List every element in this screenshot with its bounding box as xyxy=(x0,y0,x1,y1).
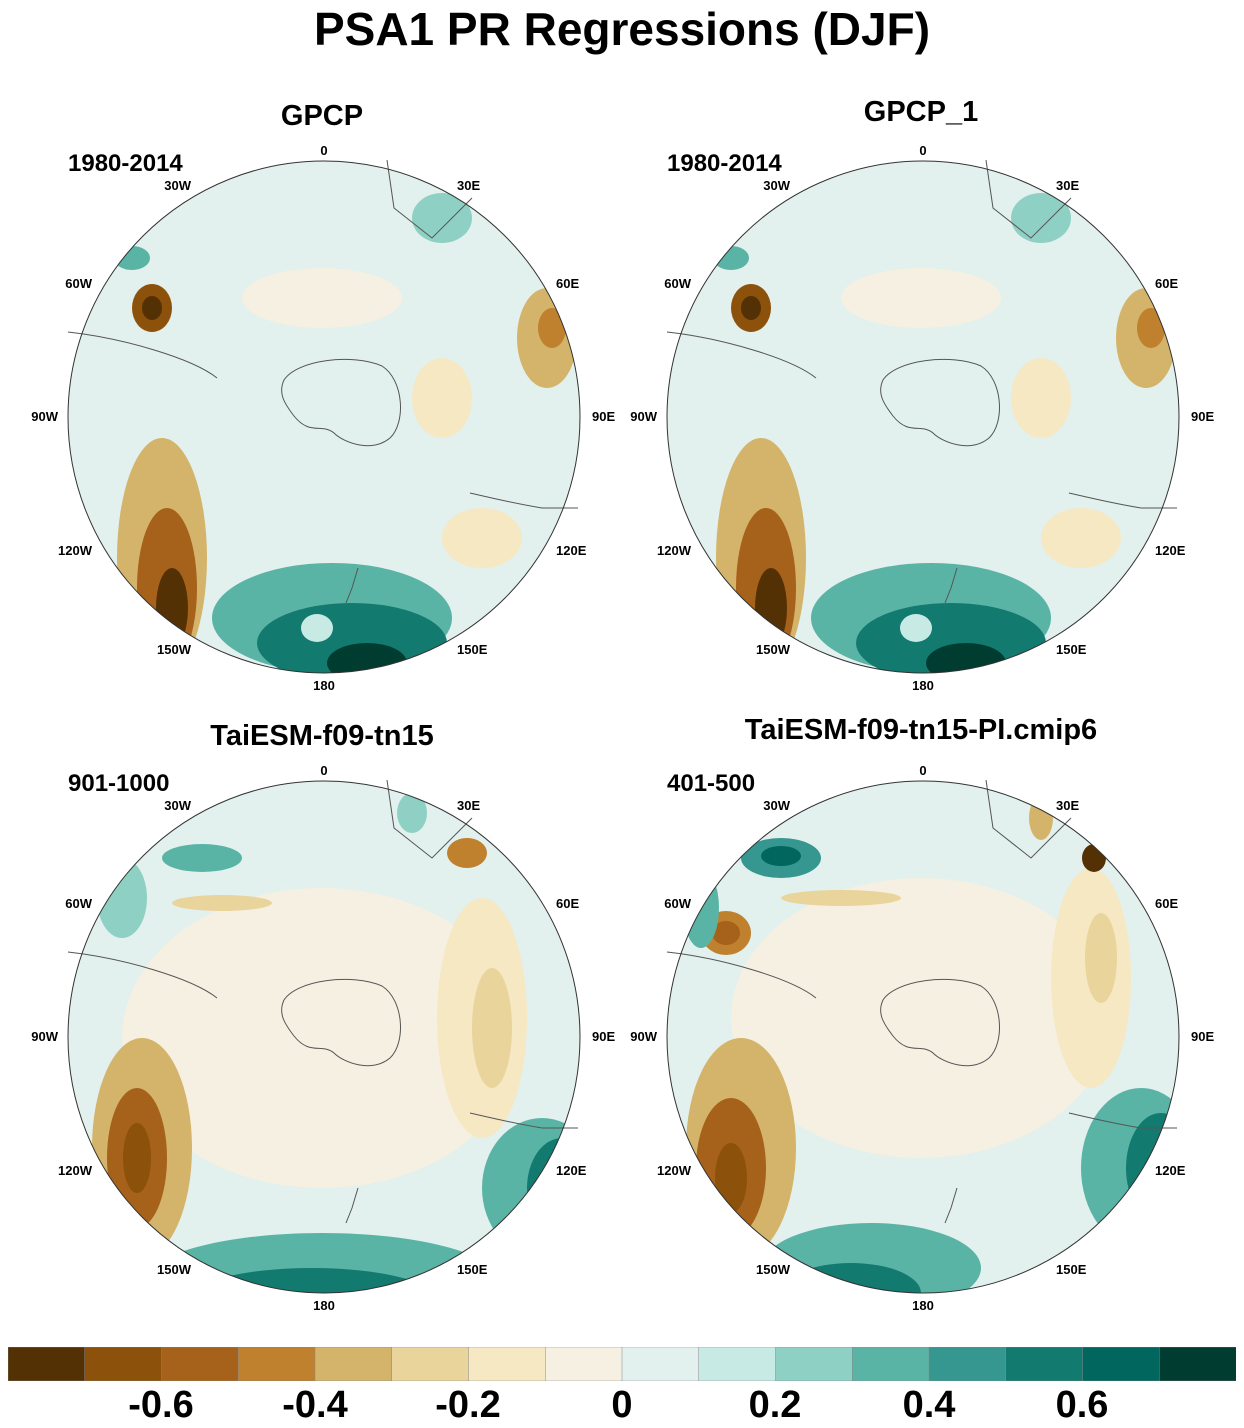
lon-label: 120E xyxy=(556,1163,587,1178)
coastlines xyxy=(666,779,1177,1224)
lon-label: 150W xyxy=(756,642,791,657)
lon-label: 120E xyxy=(1155,543,1186,558)
lon-label: 90W xyxy=(31,409,58,424)
panel-period: 1980-2014 xyxy=(667,150,782,177)
colorbar-swatch xyxy=(621,1347,700,1381)
lon-label: 90W xyxy=(630,409,657,424)
precip-contours xyxy=(114,193,577,673)
map-panel-taiesm: TaiESM-f09-tn15 901-1000 xyxy=(22,718,622,1338)
map-panel-gpcp: GPCP 1980-2014 xyxy=(22,98,622,718)
lon-label: 150W xyxy=(157,1262,192,1277)
colorbar-swatch xyxy=(928,1347,1007,1381)
polar-map: 0 30E 60E 90E 120E 150E 180 150W 120W 90… xyxy=(630,763,1214,1313)
panel-period: 901-1000 xyxy=(68,770,170,797)
lon-label: 90W xyxy=(630,1029,657,1044)
lon-label: 120E xyxy=(1155,1163,1186,1178)
lon-label: 150W xyxy=(756,1262,791,1277)
lon-label: 60W xyxy=(664,276,691,291)
lon-label: 90W xyxy=(31,1029,58,1044)
lon-label: 60W xyxy=(65,896,92,911)
colorbar-swatch xyxy=(238,1347,316,1381)
colorbar-tick-label: 0.6 xyxy=(1055,1384,1109,1426)
colorbar-tick-label: 0.2 xyxy=(748,1384,802,1426)
polar-map: 0 30E 60E 90E 120E 150E 180 150W 120W 90… xyxy=(630,143,1214,693)
colorbar-tick-label: -0.6 xyxy=(128,1384,194,1426)
lon-label: 120E xyxy=(556,543,587,558)
lon-label: 150E xyxy=(457,1262,488,1277)
panel-title: GPCP xyxy=(280,100,364,132)
lon-label: 150E xyxy=(457,642,488,657)
lon-label: 0 xyxy=(320,763,327,778)
lon-label: 30E xyxy=(457,798,480,813)
map-panel-taiesm-pi: TaiESM-f09-tn15-PI.cmip6 401-500 xyxy=(621,714,1221,1338)
coastlines xyxy=(67,779,578,1224)
coastlines xyxy=(67,159,578,604)
colorbar-tick-label: -0.2 xyxy=(435,1384,501,1426)
polar-map: 0 30E 60E 90E 120E 150E 180 150W 120W 90… xyxy=(31,143,615,693)
lon-label: 60W xyxy=(65,276,92,291)
lon-label: 150W xyxy=(157,642,192,657)
polar-map: 0 30E 60E 90E 120E 150E 180 150W 120W 90… xyxy=(31,763,615,1313)
lon-label: 90E xyxy=(1191,1029,1214,1044)
lon-label: 30E xyxy=(1056,178,1079,193)
lon-label: 60E xyxy=(556,276,579,291)
panel-title: TaiESM-f09-tn15 xyxy=(210,720,434,752)
panel-title: TaiESM-f09-tn15-PI.cmip6 xyxy=(744,714,1098,746)
lon-label: 0 xyxy=(919,763,926,778)
lon-label: 120W xyxy=(58,1163,93,1178)
lon-label: 120W xyxy=(58,543,93,558)
panel-title: GPCP_1 xyxy=(863,96,979,128)
lon-label: 150E xyxy=(1056,642,1087,657)
map-panel-gpcp-1: GPCP_1 1980-2014 xyxy=(621,96,1221,718)
lon-label: 60E xyxy=(556,896,579,911)
lon-label: 30E xyxy=(1056,798,1079,813)
lon-label: 30W xyxy=(763,798,790,813)
colorbar-swatch xyxy=(1082,1347,1160,1381)
colorbar xyxy=(8,1347,1236,1381)
colorbar-swatch xyxy=(1159,1347,1236,1381)
colorbar-swatch xyxy=(1005,1347,1084,1381)
lon-label: 30E xyxy=(457,178,480,193)
lon-label: 90E xyxy=(592,1029,615,1044)
lon-label: 180 xyxy=(313,1298,335,1313)
lon-label: 90E xyxy=(1191,409,1214,424)
colorbar-swatch xyxy=(8,1347,86,1381)
lon-label: 60W xyxy=(664,896,691,911)
lon-label: 90E xyxy=(592,409,615,424)
panel-period: 401-500 xyxy=(667,770,756,797)
lon-label: 0 xyxy=(919,143,926,158)
lon-label: 180 xyxy=(313,678,335,693)
panel-period: 1980-2014 xyxy=(68,150,183,177)
lon-label: 120W xyxy=(657,543,692,558)
colorbar-tick-label: -0.4 xyxy=(282,1384,348,1426)
lon-label: 30W xyxy=(763,178,790,193)
colorbar-swatch xyxy=(314,1347,393,1381)
colorbar-swatch xyxy=(468,1347,546,1381)
colorbar-tick-label: 0 xyxy=(611,1384,633,1426)
lon-label: 0 xyxy=(320,143,327,158)
lon-label: 180 xyxy=(912,678,934,693)
lon-label: 30W xyxy=(164,798,191,813)
lon-label: 120W xyxy=(657,1163,692,1178)
colorbar-swatch xyxy=(698,1347,777,1381)
lon-label: 180 xyxy=(912,1298,934,1313)
lon-label: 60E xyxy=(1155,276,1178,291)
lon-label: 30W xyxy=(164,178,191,193)
figure-title: PSA1 PR Regressions (DJF) xyxy=(313,3,931,55)
colorbar-swatch xyxy=(391,1347,470,1381)
lon-label: 150E xyxy=(1056,1262,1087,1277)
colorbar-swatch xyxy=(84,1347,163,1381)
colorbar-swatch xyxy=(545,1347,623,1381)
lon-label: 60E xyxy=(1155,896,1178,911)
colorbar-swatch xyxy=(775,1347,853,1381)
colorbar-swatch xyxy=(852,1347,930,1381)
colorbar-tick-label: 0.4 xyxy=(902,1384,956,1426)
coastlines xyxy=(666,159,1177,604)
colorbar-swatch xyxy=(161,1347,239,1381)
